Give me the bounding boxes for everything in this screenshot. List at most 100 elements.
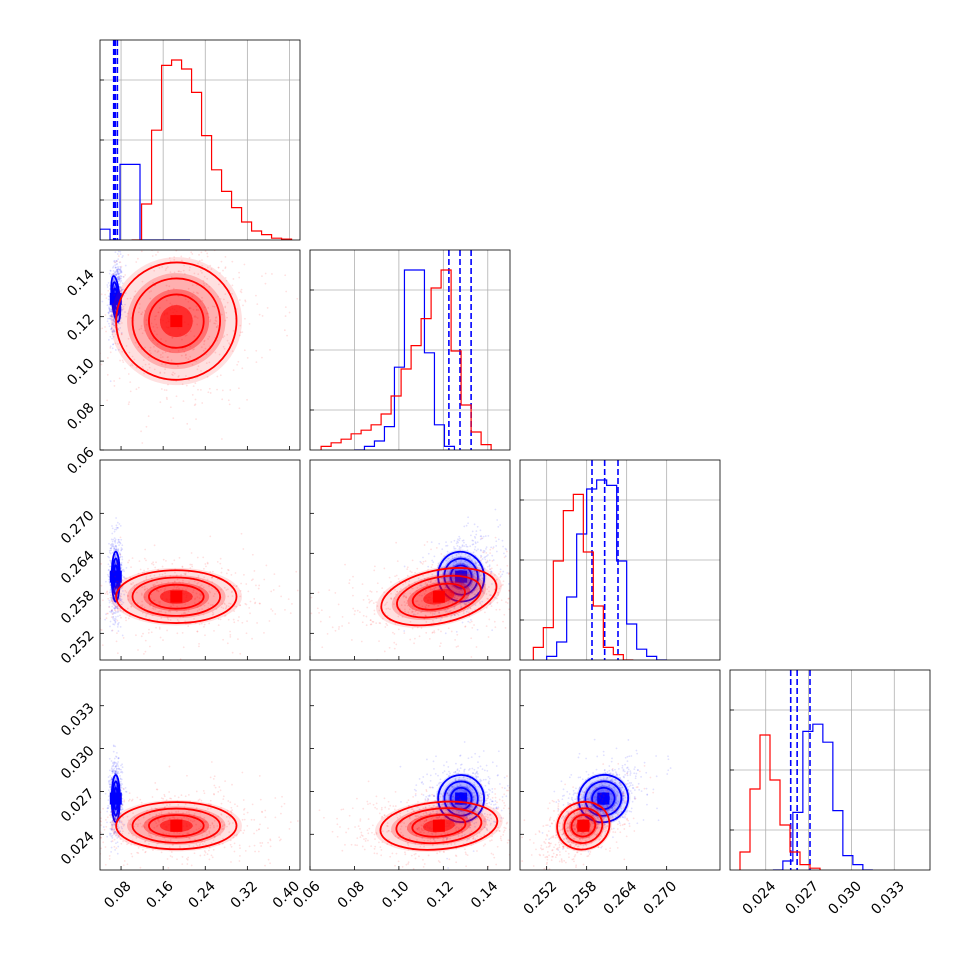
sample-point [393,597,396,600]
sample-point [108,855,111,857]
sample-point [114,619,116,622]
sample-point [110,327,113,330]
sample-point [107,338,110,341]
sample-point [119,599,122,602]
sample-point [120,809,123,812]
sample-point [207,808,209,810]
sample-point [167,359,170,362]
sample-point [176,585,179,588]
sample-point [237,619,240,622]
sample-point [168,609,171,612]
sample-point [123,823,126,826]
sample-point [120,820,123,823]
sample-point [267,827,269,830]
sample-point [160,338,163,340]
sample-point [475,562,477,565]
sample-point [152,563,155,566]
sample-point [455,645,458,648]
sample-point [464,556,466,559]
sample-point [234,803,236,806]
sample-point [110,823,113,826]
sample-point [451,569,454,571]
sample-point [222,197,224,199]
sample-point [113,530,116,533]
sample-point [189,345,192,348]
sample-point [221,603,224,605]
sample-point [212,848,215,851]
sample-point [122,610,125,613]
sample-point [208,335,211,338]
sample-point [255,829,258,832]
sample-point [209,264,212,267]
sample-point [124,577,127,580]
sample-point [189,567,192,569]
sample-point [205,362,208,364]
sample-point [151,796,154,798]
sample-point [464,604,467,607]
sample-point [202,279,205,282]
sample-point [411,611,413,614]
sample-point [351,586,354,589]
sample-point [112,615,115,618]
sample-point [109,317,111,320]
sample-point [189,428,191,431]
sample-point [495,550,498,553]
sample-point [203,854,206,857]
sample-point [163,795,166,798]
sample-point [187,793,190,796]
sample-point [127,373,130,375]
sample-point [157,590,160,593]
sample-point [109,544,112,546]
sample-point [110,561,112,564]
sample-point [430,548,432,551]
sample-point [127,598,130,601]
sample-point [117,835,120,838]
sample-point [446,615,448,618]
sample-point [434,610,437,613]
sample-point [221,842,224,845]
sample-point [121,603,124,606]
sample-point [473,535,476,538]
sample-point [111,330,114,333]
sample-point [494,596,496,599]
sample-point [463,525,466,528]
sample-point [243,349,246,352]
sample-point [112,318,114,321]
sample-point [447,565,450,568]
sample-point [211,570,214,573]
sample-point [110,827,113,830]
sample-point [195,806,198,809]
sample-point [361,621,364,624]
sample-point [423,593,426,595]
sample-point [223,603,226,606]
sample-point [163,793,166,796]
sample-point [110,832,112,835]
sample-point [110,315,113,318]
sample-point [140,592,143,595]
sample-point [172,582,175,585]
sample-point [120,616,122,619]
sample-point [201,299,204,302]
sample-point [378,640,380,643]
sample-point [179,846,181,849]
sample-point [443,609,446,612]
sample-point [113,845,116,848]
sample-point [181,632,184,634]
sample-point [202,830,205,833]
sample-point [427,565,430,568]
sample-point [189,563,192,566]
sample-point [197,581,200,584]
sample-point [427,580,430,583]
sample-point [241,331,244,334]
sample-point [475,571,478,573]
sample-point [115,273,118,276]
sample-point [215,320,218,323]
sample-point [132,812,134,815]
sample-point [501,583,504,586]
sample-point [365,624,368,627]
sample-point [224,607,227,610]
sample-point [437,605,439,607]
sample-point [184,335,187,337]
sample-point [452,573,455,576]
sample-point [118,276,121,279]
